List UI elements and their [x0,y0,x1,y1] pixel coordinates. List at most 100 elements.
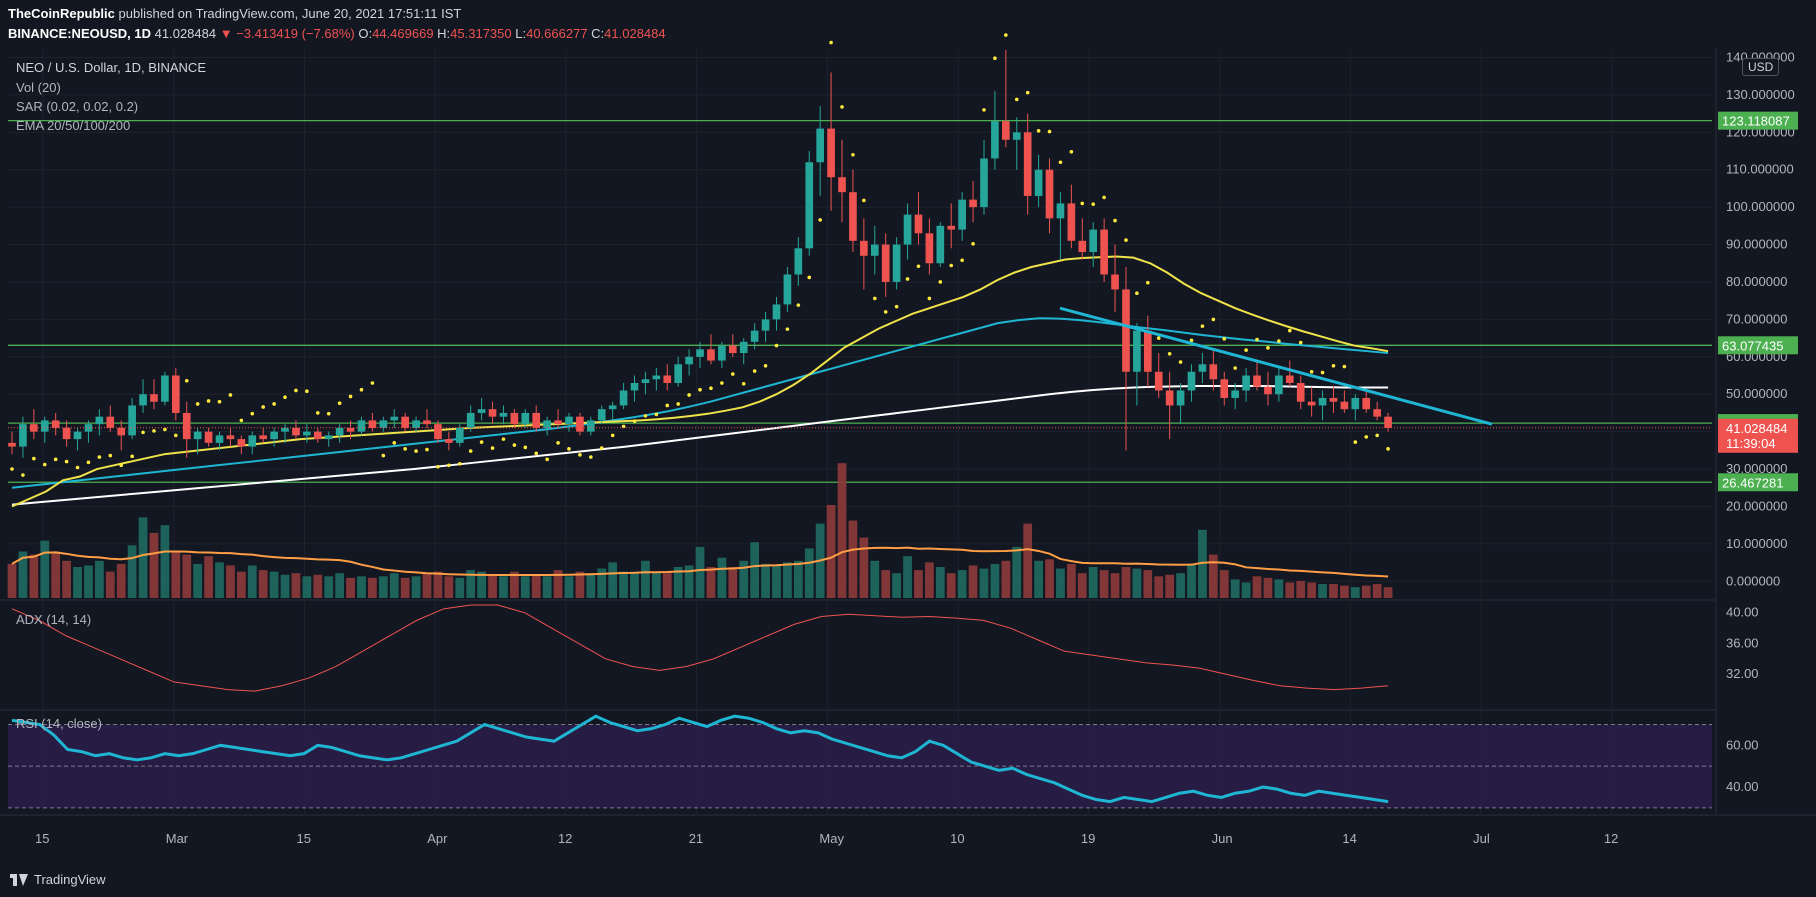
publisher-name[interactable]: TheCoinRepublic [8,6,115,21]
sar-dot [184,378,189,383]
volume-bar [51,551,61,598]
symbol[interactable]: BINANCE:NEOUSD, 1D [8,26,152,41]
volume-bar [149,532,159,598]
adx-tick-label: 40.00 [1726,605,1759,620]
candle-body [1220,379,1229,398]
sar-dot [599,446,604,450]
volume-bar [903,556,912,598]
legend-ema[interactable]: EMA 20/50/100/200 [16,118,131,133]
open-label: O: [358,26,373,41]
sar-dot [1102,195,1106,200]
sar-dot [1058,160,1063,165]
volume-bar [761,563,770,598]
volume-bar [553,570,563,598]
adx-tick-label: 32.00 [1726,666,1759,681]
candle-body [379,420,388,428]
volume-bar [783,562,792,598]
sar-dot [829,40,833,45]
sar-dot [1004,33,1008,37]
sar-dot [1309,369,1314,374]
sar-dot [523,445,528,450]
volume-bar [772,565,781,598]
volume-bar [684,565,694,598]
footer-brand[interactable]: TradingView [10,872,106,887]
currency-button[interactable]: USD [1742,58,1780,76]
volume-bar [1176,573,1185,598]
sar-dot [403,447,407,451]
sar-dot [130,454,134,459]
candle-body [641,379,650,383]
sar-dot [949,263,954,268]
volume-bar [193,563,203,598]
candle-body [1264,386,1272,395]
candle-body [663,375,672,383]
candle-body [357,420,366,432]
volume-bar [1132,568,1142,598]
volume-bar [127,545,137,598]
sar-dot [425,447,429,452]
sar-dot [632,419,637,423]
volume-bar [215,562,224,598]
candle-body [958,199,966,230]
sar-dot [86,460,91,465]
candle-body [292,427,300,436]
legend-title[interactable]: NEO / U.S. Dollar, 1D, BINANCE [16,60,206,75]
sar-dot [1178,360,1183,364]
sar-dot [589,455,593,459]
volume-bar [531,574,541,598]
legend-sar[interactable]: SAR (0.02, 0.02, 0.2) [16,99,139,114]
volume-bar [1372,584,1382,598]
volume-bar [138,517,148,598]
sar-dot [709,386,713,391]
candle-body [128,405,136,436]
candle-body [1351,397,1360,410]
volume-bar [62,560,71,598]
volume-ma-line [11,546,1389,578]
volume-bar [105,571,115,598]
candle-body [772,304,781,320]
candle-body [248,435,257,447]
sar-dot [1146,280,1150,285]
volume-bar [182,554,192,598]
volume-bar [84,565,93,598]
candle-body [1122,289,1130,372]
sar-dot [1255,337,1259,342]
volume-bar [881,570,891,598]
countdown-label: 11:39:04 [1726,436,1776,451]
candle-body [608,405,617,410]
footer-brand-text: TradingView [34,872,106,887]
candle-body [1329,397,1338,402]
candle-body [401,416,409,428]
volume-bar [1241,582,1251,598]
candle-body [226,435,235,440]
volume-bar [40,540,50,598]
x-tick-label: 12 [1604,831,1618,846]
legend-adx[interactable]: ADX (14, 14) [16,612,92,627]
legend-rsi[interactable]: RSI (14, close) [16,716,102,731]
sar-dot [228,393,233,397]
sar-dot [1113,218,1117,223]
volume-bar [1318,584,1327,598]
rsi-tick-label: 60.00 [1726,737,1759,752]
candle-body [84,424,93,432]
candle-body [423,420,431,425]
volume-bar [1263,577,1273,598]
candle-body [761,319,770,331]
y-tick-label: 0.000000 [1726,573,1780,588]
sar-dot [993,56,997,61]
sar-dot [654,412,659,417]
sar-dot [305,389,309,394]
y-tick-label: 90.000000 [1726,237,1787,252]
sar-dot [905,277,910,281]
candle-body [117,427,126,436]
candle-body [521,412,530,425]
close-label: C: [591,26,605,41]
candle-body [30,424,38,432]
y-tick-label: 100.000000 [1726,199,1795,214]
candle-body [914,214,923,234]
candle-body [215,435,224,443]
volume-bar [226,565,235,598]
legend-vol[interactable]: Vol (20) [16,80,61,95]
volume-bar [510,571,519,598]
